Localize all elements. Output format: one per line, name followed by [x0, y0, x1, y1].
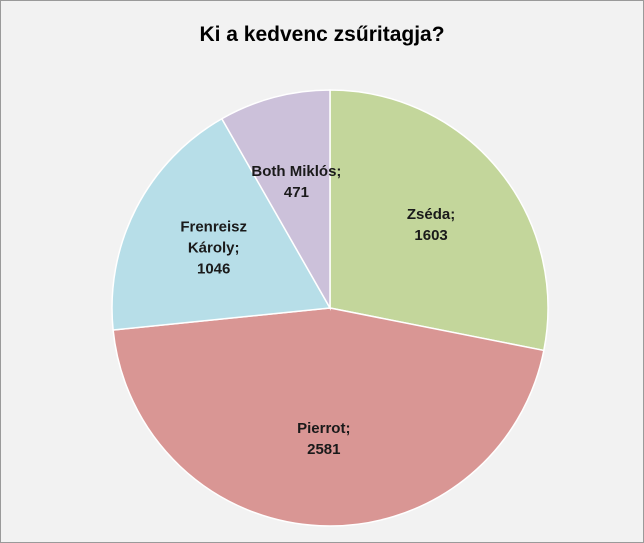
slice-name: Frenreisz Károly	[180, 218, 248, 257]
slice-name: Pierrot	[297, 419, 346, 437]
slice-value: 2581	[307, 440, 341, 458]
slice-value: 471	[283, 183, 309, 201]
chart-title: Ki a kedvenc zsűritagja?	[199, 23, 445, 46]
slice-name: Zséda	[406, 205, 451, 223]
pie-slice	[220, 89, 331, 311]
data-label: Frenreisz Károly; 1046	[164, 217, 264, 280]
pie-slice	[112, 307, 545, 527]
slice-value: 1603	[414, 226, 448, 244]
slice-name: Both Miklós	[251, 162, 337, 180]
label-separator: ;	[234, 239, 240, 257]
data-label: Both Miklós; 471	[246, 161, 346, 203]
label-separator: ;	[336, 162, 342, 180]
label-separator: ;	[345, 419, 351, 437]
pie-slice	[111, 117, 332, 331]
label-separator: ;	[450, 205, 456, 223]
data-label: Pierrot; 2581	[274, 418, 374, 460]
pie-slice	[329, 89, 549, 352]
data-label: Zséda; 1603	[381, 204, 481, 246]
slice-value: 1046	[197, 260, 231, 278]
